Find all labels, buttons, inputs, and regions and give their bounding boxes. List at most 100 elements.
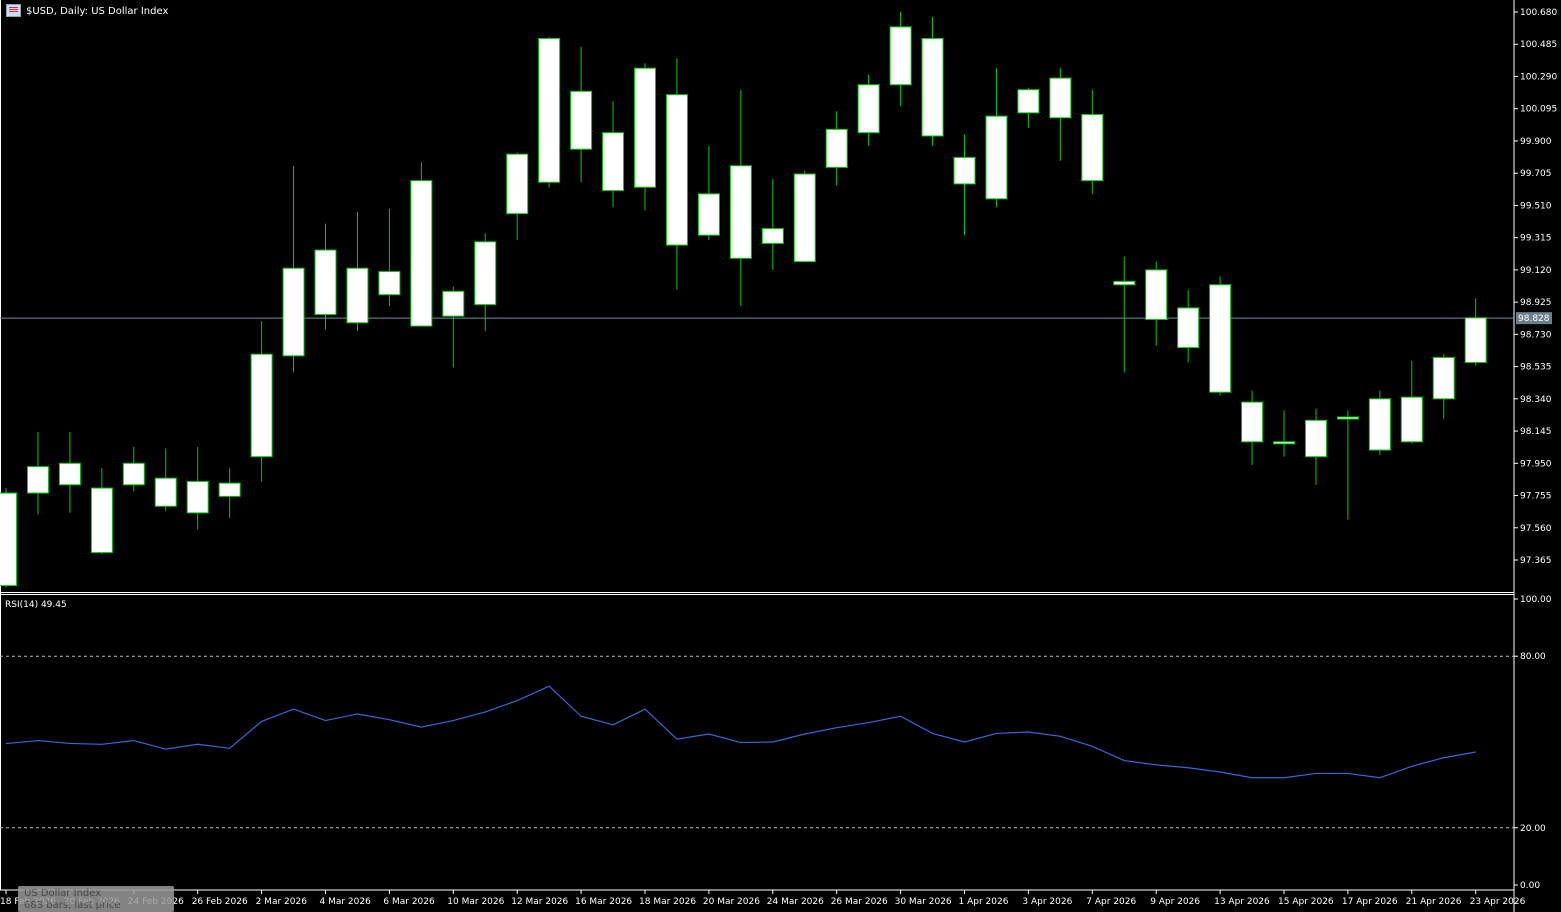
candle-body [314,249,337,316]
candle[interactable] [857,74,880,146]
candle-body [1049,77,1072,119]
candle-body [282,267,305,357]
x-tick-label: 3 Apr 2026 [1022,897,1072,907]
y-tick-label: 97.365 [1520,556,1552,566]
x-tick-label: 1 Apr 2026 [959,897,1009,907]
candle[interactable] [634,63,656,211]
candle-body [538,37,561,183]
x-tick-label: 26 Feb 2026 [192,897,248,907]
candle[interactable] [378,208,401,307]
candle[interactable] [985,68,1008,208]
candle[interactable] [1145,261,1168,346]
candle[interactable] [1304,408,1327,485]
candle[interactable] [1017,88,1040,128]
candle[interactable] [1241,390,1264,465]
candle[interactable] [346,212,369,332]
x-tick-label: 12 Mar 2026 [511,897,568,907]
candle-body [953,156,976,185]
candle[interactable] [186,446,209,530]
us-flag-icon [6,4,21,17]
x-tick-label: 17 Apr 2026 [1342,897,1398,907]
x-tick-label: 16 Mar 2026 [575,897,632,907]
candle[interactable] [0,488,17,588]
candle-body [26,466,49,494]
candle[interactable] [442,286,465,368]
tooltip-line2: 683 bars, last price 98.82800 [24,900,121,911]
candle[interactable] [154,448,177,512]
candle[interactable] [1273,410,1295,457]
candle[interactable] [90,468,113,555]
candle[interactable] [825,111,848,186]
y-tick-label: 100.290 [1520,72,1557,82]
candle-body [729,165,752,259]
candle[interactable] [474,233,497,332]
candle[interactable] [793,170,816,263]
candles-layer[interactable] [0,12,1487,588]
candle[interactable] [921,16,944,146]
candle[interactable] [889,12,912,107]
candle[interactable] [1432,354,1455,419]
candle-body [825,128,848,168]
candle[interactable] [1177,289,1200,363]
candle-body [602,132,625,192]
candle-body [1017,89,1040,114]
x-tick-label: 24 Mar 2026 [767,897,824,907]
candle-body [474,241,497,306]
candle[interactable] [538,36,561,188]
candle-body [506,153,529,215]
candle-body [1304,419,1327,458]
rsi-layer: 100.00 80.00 20.00 0.00 [0,595,1552,891]
candle[interactable] [1049,68,1072,161]
candle[interactable] [250,321,273,482]
candle[interactable] [1336,410,1359,520]
candle[interactable] [218,468,241,518]
candle-body [1273,441,1295,445]
x-tick-label: 23 Apr 2026 [1470,897,1526,907]
candle[interactable] [410,162,433,327]
candle[interactable] [282,165,305,373]
candle[interactable] [1464,297,1487,366]
y-tick-label: 98.535 [1520,363,1552,373]
candle-body [1177,307,1200,349]
tooltip-line1: US Dollar Index [24,888,102,899]
candle-body [1081,113,1104,182]
x-tick-label: 13 Apr 2026 [1214,897,1270,907]
rsi-line [5,685,1476,779]
candle[interactable] [1081,89,1104,194]
y-tick-label: 100.680 [1520,8,1557,18]
y-tick-label: 98.730 [1520,330,1552,340]
candle[interactable] [1113,256,1136,373]
candle[interactable] [953,134,976,236]
candle[interactable] [729,89,752,307]
candle[interactable] [697,145,720,241]
candle[interactable] [761,178,784,270]
candle-body [410,180,433,327]
candle-body [58,462,81,486]
candle[interactable] [506,152,529,241]
candle-body [218,482,241,497]
rsi-title: RSI(14) 49.45 [5,600,67,610]
x-tick-label: 4 Mar 2026 [320,897,372,907]
y-tick-label: 98.145 [1520,427,1552,437]
candle[interactable] [1209,276,1232,396]
y-tick-label: 98.340 [1520,395,1552,405]
candle[interactable] [122,446,145,492]
candle-body [90,487,113,554]
chart-frame [0,0,1515,912]
x-tick-label: 21 Apr 2026 [1406,897,1462,907]
candle[interactable] [58,431,81,513]
candle[interactable] [314,223,337,330]
symbol-title: $USD, Daily: US Dollar Index [26,6,168,17]
x-tick-label: 7 Apr 2026 [1086,897,1136,907]
x-tick-label: 30 Mar 2026 [895,897,952,907]
candle[interactable] [602,101,625,208]
candle-body [346,267,369,324]
candle-body [1464,317,1487,363]
candle[interactable] [570,46,593,183]
candle[interactable] [1400,360,1423,444]
candle[interactable] [665,58,688,290]
candle-body [250,353,273,458]
candle[interactable] [1368,390,1391,456]
candle[interactable] [26,431,49,515]
candle-body [0,492,17,587]
